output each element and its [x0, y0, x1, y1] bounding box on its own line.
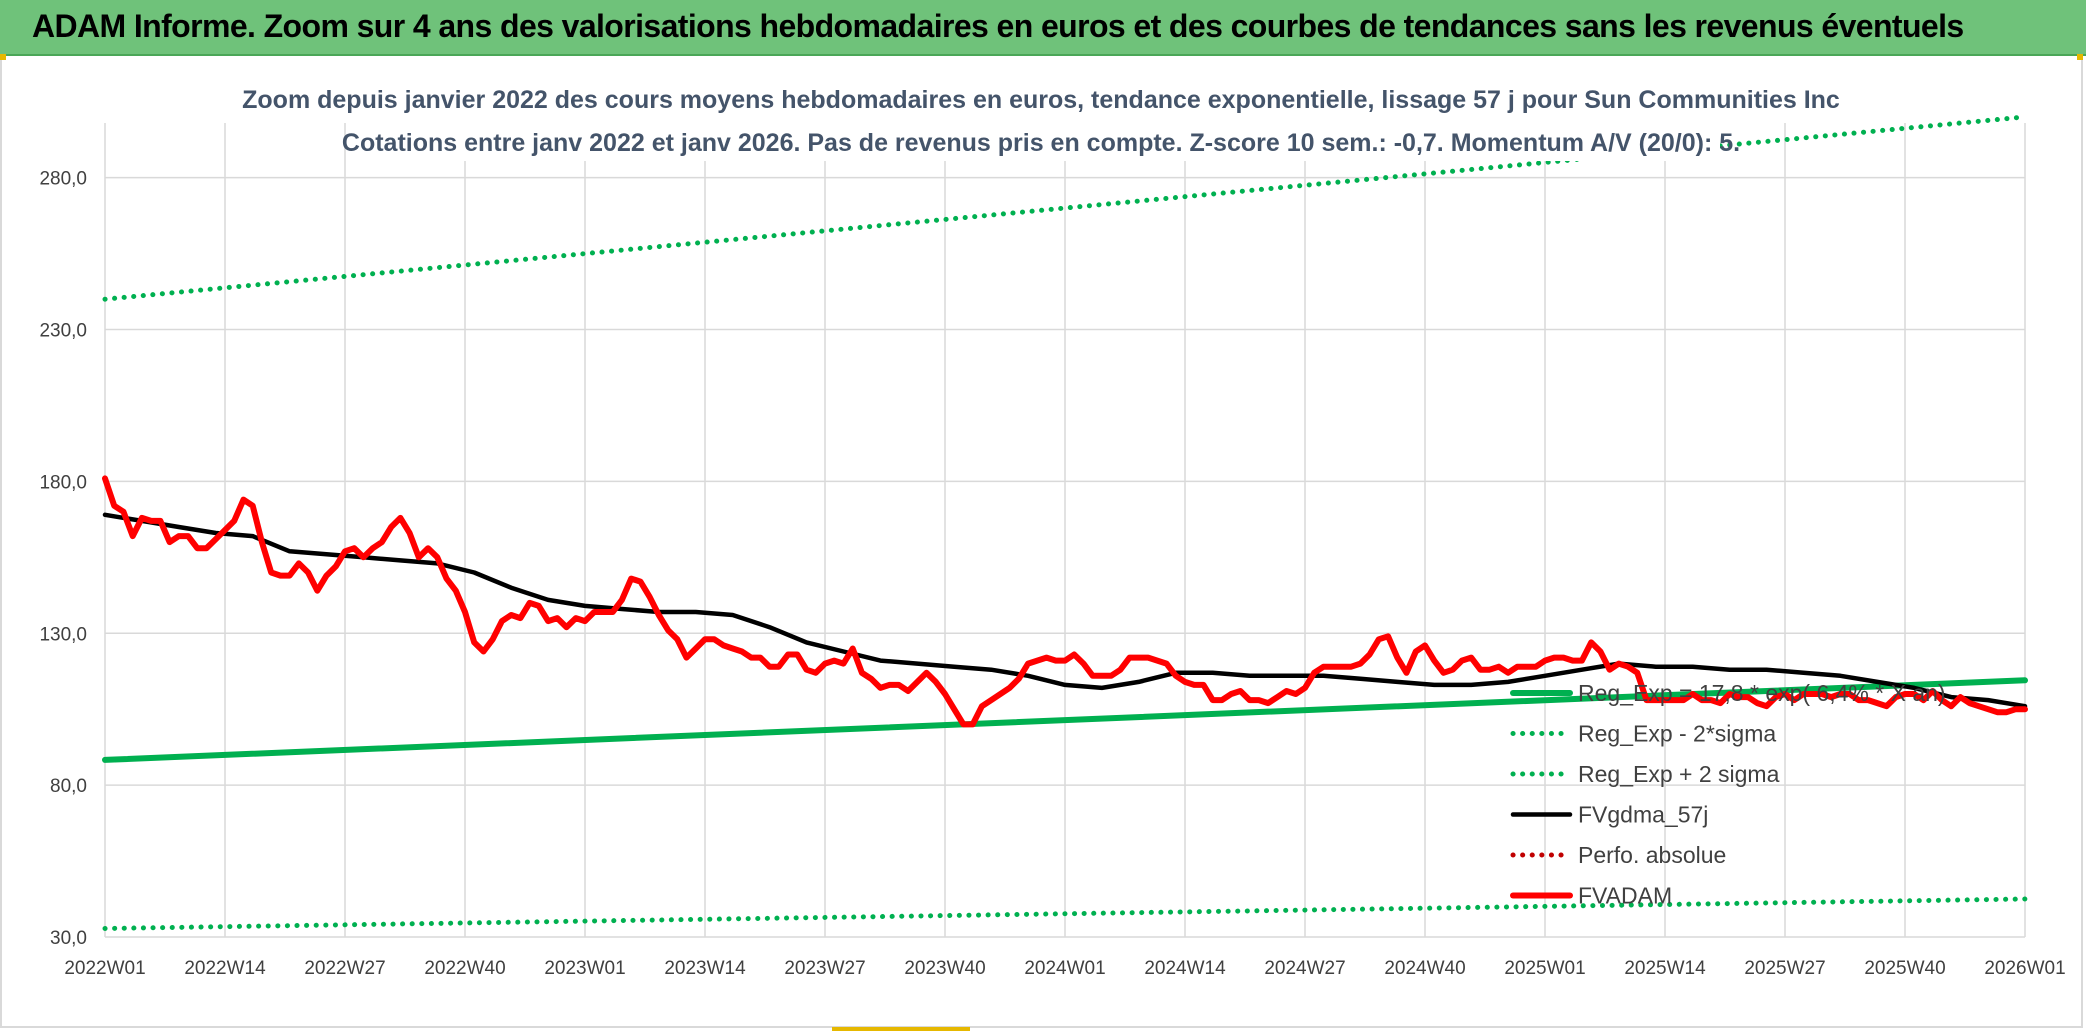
report-header-bar: ADAM Informe. Zoom sur 4 ans des valoris…	[0, 0, 2086, 56]
x-tick-label: 2024W27	[1264, 958, 1345, 979]
x-tick-label: 2026W01	[1984, 958, 2065, 979]
legend-label: Reg_Exp + 2 sigma	[1578, 761, 1780, 787]
x-tick-label: 2022W27	[304, 958, 385, 979]
legend-label: FVADAM	[1578, 883, 1672, 909]
report-title: ADAM Informe. Zoom sur 4 ans des valoris…	[32, 8, 1964, 44]
x-tick-label: 2022W14	[184, 958, 266, 979]
chart-area-frame	[0, 54, 2083, 1028]
x-tick-label: 2025W27	[1744, 958, 1825, 979]
x-tick-label: 2024W01	[1024, 958, 1105, 979]
x-tick-label: 2025W40	[1864, 958, 1945, 979]
x-tick-label: 2022W40	[424, 958, 505, 979]
chart-legend: Reg_Exp = 17,8 * exp( 6,4% * X an) Reg_Ex…	[1510, 680, 1946, 909]
chart-title-line-1: Zoom depuis janvier 2022 des cours moyen…	[242, 86, 1840, 114]
y-tick-label: 130,0	[39, 624, 87, 645]
series-line-1	[102, 896, 2028, 931]
left-corner-mark	[0, 54, 6, 60]
x-tick-label: 2023W01	[544, 958, 625, 979]
y-tick-label: 80,0	[50, 776, 87, 797]
x-tick-label: 2024W40	[1384, 958, 1465, 979]
y-tick-label: 180,0	[39, 472, 87, 493]
x-tick-label: 2025W01	[1504, 958, 1585, 979]
x-tick-label: 2022W01	[64, 958, 145, 979]
x-tick-label: 2024W14	[1144, 958, 1226, 979]
series-line-0	[102, 677, 2028, 763]
chart-axis-ticks: 30,0 80,0 130,0 180,0 230,0 280,0 2022W01 2022W…	[39, 169, 2065, 979]
y-tick-label: 280,0	[39, 169, 87, 190]
legend-label: FVgdma_57j	[1578, 802, 1708, 828]
chart-gridlines	[104, 123, 2026, 938]
legend-label: Perfo. absolue	[1578, 842, 1726, 868]
bottom-sheet-mark	[832, 1027, 970, 1031]
series-line-5	[102, 475, 2028, 728]
chart-title-line-2: Cotations entre janv 2022 et janv 2026. …	[342, 129, 1740, 157]
y-tick-label: 230,0	[39, 321, 87, 342]
series-line-3	[102, 512, 2028, 709]
x-tick-label: 2023W27	[784, 958, 865, 979]
x-tick-label: 2025W14	[1624, 958, 1706, 979]
legend-label: Reg_Exp - 2*sigma	[1578, 721, 1776, 747]
x-tick-label: 2023W40	[904, 958, 985, 979]
title-backdrop-2	[370, 123, 1720, 161]
chart-series	[102, 80, 2028, 931]
y-tick-label: 30,0	[50, 928, 87, 949]
title-backdrop-3	[1455, 90, 1785, 123]
right-corner-mark	[2077, 54, 2083, 60]
legend-label: Reg_Exp = 17,8 * exp( 6,4% * X an)	[1578, 680, 1946, 706]
x-tick-label: 2023W14	[664, 958, 746, 979]
